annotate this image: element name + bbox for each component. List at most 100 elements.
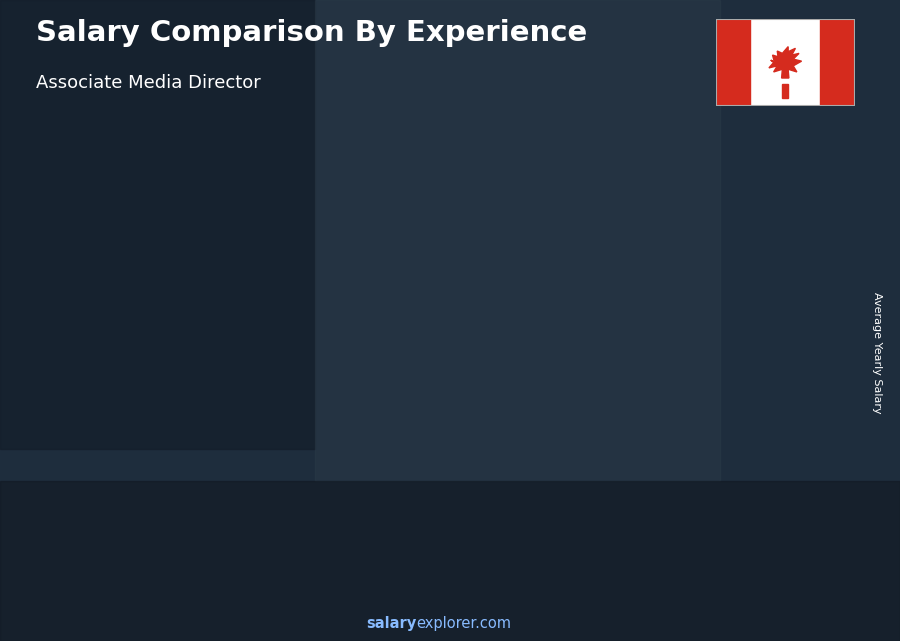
Bar: [453, 294, 526, 299]
Bar: [577, 365, 652, 370]
Bar: [701, 359, 776, 365]
Bar: [453, 528, 526, 533]
Bar: [697, 259, 702, 265]
Bar: [447, 278, 454, 283]
Bar: [572, 451, 578, 456]
Bar: [323, 547, 329, 551]
Bar: [323, 431, 329, 435]
Bar: [572, 316, 578, 322]
Bar: [79, 436, 83, 564]
Bar: [701, 529, 776, 535]
Bar: [577, 262, 652, 268]
Bar: [203, 420, 278, 423]
Bar: [323, 510, 329, 514]
Bar: [323, 556, 329, 560]
Bar: [199, 391, 205, 394]
Bar: [203, 473, 278, 476]
Bar: [577, 343, 652, 349]
Bar: [203, 512, 278, 514]
Bar: [453, 345, 526, 350]
Bar: [453, 483, 526, 488]
Bar: [453, 309, 526, 314]
Bar: [572, 408, 578, 413]
Bar: [328, 418, 402, 422]
Bar: [328, 531, 402, 535]
Bar: [203, 508, 278, 512]
Bar: [701, 212, 776, 221]
Bar: [79, 515, 154, 517]
Bar: [203, 417, 278, 420]
Text: +38%: +38%: [149, 328, 208, 346]
Bar: [199, 426, 205, 429]
Bar: [447, 365, 454, 370]
Bar: [697, 488, 702, 494]
Bar: [577, 273, 652, 279]
Bar: [79, 479, 154, 481]
Bar: [328, 501, 402, 506]
Bar: [701, 400, 776, 406]
Bar: [701, 406, 776, 412]
Bar: [447, 467, 454, 472]
Bar: [203, 453, 278, 456]
Bar: [203, 549, 278, 553]
Bar: [328, 556, 402, 560]
Bar: [447, 452, 454, 457]
Bar: [199, 476, 205, 479]
Bar: [453, 472, 526, 478]
Bar: [453, 457, 526, 462]
Bar: [79, 472, 154, 474]
Bar: [447, 493, 454, 497]
Bar: [199, 494, 205, 497]
Bar: [79, 511, 154, 513]
Bar: [328, 380, 402, 385]
Bar: [577, 494, 652, 499]
Bar: [323, 385, 329, 388]
Bar: [577, 327, 652, 333]
Bar: [75, 479, 81, 481]
Text: +9%: +9%: [653, 153, 699, 171]
Bar: [323, 522, 329, 526]
Bar: [701, 512, 776, 517]
Bar: [199, 429, 205, 432]
Bar: [572, 295, 578, 300]
Bar: [75, 449, 81, 451]
Bar: [577, 499, 652, 505]
Bar: [328, 431, 402, 435]
Bar: [328, 485, 402, 489]
Bar: [572, 413, 578, 419]
Bar: [697, 294, 702, 300]
Bar: [75, 477, 81, 479]
Bar: [577, 370, 652, 376]
Bar: [328, 313, 402, 320]
Bar: [697, 476, 702, 482]
Bar: [697, 229, 702, 235]
Text: +22%: +22%: [399, 198, 456, 216]
Bar: [203, 458, 278, 462]
Bar: [75, 547, 81, 549]
Bar: [453, 365, 526, 370]
Bar: [577, 424, 652, 429]
Bar: [323, 414, 329, 418]
Bar: [75, 532, 81, 534]
Bar: [577, 553, 652, 559]
Polygon shape: [769, 47, 802, 78]
Bar: [199, 491, 205, 494]
Bar: [328, 426, 402, 431]
Bar: [323, 372, 329, 376]
Bar: [328, 510, 402, 514]
Bar: [199, 415, 205, 417]
Bar: [328, 443, 402, 447]
Bar: [701, 540, 776, 547]
Bar: [701, 464, 776, 470]
Bar: [453, 375, 526, 380]
Bar: [328, 464, 402, 468]
Bar: [79, 526, 154, 528]
Bar: [323, 551, 329, 556]
Bar: [447, 263, 454, 268]
Bar: [447, 314, 454, 319]
Text: 191,000 CAD: 191,000 CAD: [633, 219, 720, 233]
Bar: [572, 553, 578, 559]
Bar: [572, 311, 578, 316]
Text: +42%: +42%: [274, 254, 332, 272]
Bar: [572, 284, 578, 289]
